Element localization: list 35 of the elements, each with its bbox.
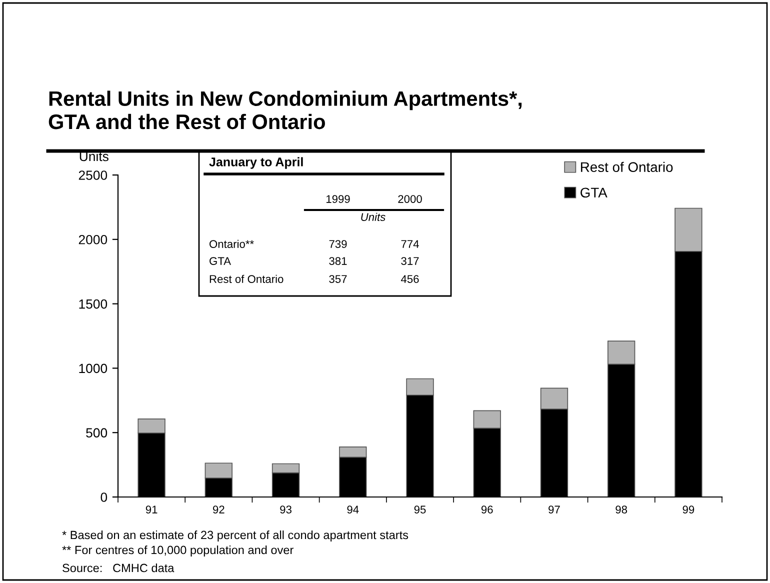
y-tick-label: 2500 <box>78 170 108 180</box>
annotation: Units <box>361 212 386 221</box>
annotation: 1999 <box>326 195 350 203</box>
y-tick-label: 0 <box>100 492 108 502</box>
y-tick-label: 500 <box>86 428 108 438</box>
x-tick-label: 99 <box>682 506 694 514</box>
x-tick-label: 92 <box>213 506 224 514</box>
y-axis-title: Units <box>80 151 108 162</box>
legend-label: Rest of Ontario <box>581 162 673 172</box>
y-tick-label: 1500 <box>79 299 108 309</box>
annotation: 774 <box>401 240 419 248</box>
annotation: Ontario** <box>210 240 254 248</box>
x-tick-label: 98 <box>616 506 628 514</box>
x-tick-label: 93 <box>280 506 292 514</box>
y-tick-label: 2000 <box>78 234 108 244</box>
x-tick-label: 97 <box>548 506 560 514</box>
annotation: 456 <box>400 275 419 283</box>
x-tick-label: 91 <box>146 506 158 514</box>
source-note: Source: CMHC data <box>62 563 174 572</box>
x-tick-label: 96 <box>481 506 493 514</box>
legend-label: GTA <box>580 188 608 198</box>
annotation: 739 <box>329 240 347 248</box>
chart-title: Rental Units in New Condominium Apartments*, GTA and the Rest of Ontario <box>48 90 522 130</box>
annotation: 381 <box>329 257 347 265</box>
annotation: Rest of Ontario <box>210 274 284 283</box>
text: * Based on an estimate of 23 percent of all condo apartment starts <box>62 530 408 542</box>
y-tick-label: 1000 <box>79 364 108 374</box>
x-tick-label: 95 <box>414 506 426 514</box>
annotation: GTA <box>210 257 231 265</box>
text: January to April <box>209 157 303 169</box>
x-tick-label: 94 <box>347 506 359 514</box>
text: ** For centres of 10,000 population and over <box>62 545 294 557</box>
annotation: 2000 <box>398 195 422 203</box>
annotation: 357 <box>329 275 347 283</box>
annotation: 317 <box>401 257 419 265</box>
